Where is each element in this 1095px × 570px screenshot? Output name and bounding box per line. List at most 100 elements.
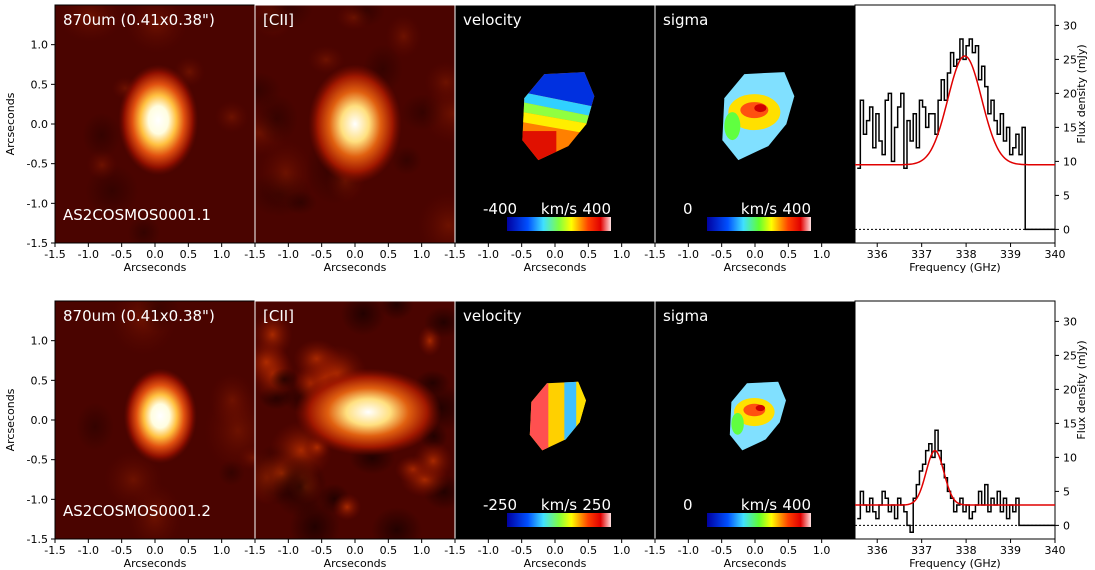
x-tick-label: 0.5 [780, 544, 798, 557]
noise-blob [285, 190, 317, 215]
noise-blob [137, 301, 179, 332]
y-tick-label: -1.0 [27, 197, 48, 210]
y-tick-label: 0.0 [31, 414, 49, 427]
x-tick-label: 339 [1000, 544, 1021, 557]
noise-blob [127, 215, 161, 243]
y-tick-label: 1.0 [31, 335, 49, 348]
noise-blob [379, 301, 414, 320]
colorbar-max-label: 400 [782, 496, 811, 514]
x-tick-label: -0.5 [111, 544, 132, 557]
y-tick-label: 0.5 [31, 78, 49, 91]
panel-image-velocity: -250 km/s 250 [455, 301, 655, 539]
x-tick-label: 0.5 [180, 544, 198, 557]
x-tick-label: 0.0 [746, 544, 764, 557]
noise-blob [57, 5, 123, 43]
y-tick-label: 0 [1063, 223, 1070, 236]
x-axis-label: Arcseconds [724, 261, 787, 274]
x-tick-label: 1.0 [613, 544, 631, 557]
gaussian-fit [855, 449, 1055, 506]
x-tick-label: 337 [911, 544, 932, 557]
x-axis-label: Frequency (GHz) [909, 261, 1000, 274]
colorbar [507, 217, 611, 231]
y-tick-label: -1.5 [27, 237, 48, 250]
colorbar [707, 217, 811, 231]
x-tick-label: 0.0 [146, 544, 164, 557]
x-tick-label: -0.5 [511, 544, 532, 557]
x-tick-label: -1.5 [44, 248, 65, 261]
map-region [755, 404, 766, 412]
x-tick-label: -1.5 [244, 544, 265, 557]
panel-image-sigma: 0 km/s 400 [655, 5, 855, 243]
y-tick-label: 20 [1063, 87, 1077, 100]
noise-blob [237, 445, 255, 471]
x-axis-label: Arcseconds [724, 557, 787, 570]
y-tick-label: 5 [1063, 189, 1070, 202]
colorbar [507, 513, 611, 527]
noise-blob [269, 368, 299, 391]
source-label: AS2COSMOS0001.2 [63, 502, 211, 520]
y-tick-label: 1.0 [31, 39, 49, 52]
y-tick-label: -0.5 [27, 158, 48, 171]
x-tick-label: -1.0 [278, 544, 299, 557]
panel-title: velocity [463, 307, 522, 325]
spectrum-plot [855, 38, 1055, 231]
colorbar-max-label: 400 [782, 200, 811, 218]
x-tick-label: -1.0 [478, 248, 499, 261]
source-label: AS2COSMOS0001.1 [63, 206, 211, 224]
kinematic-map [522, 72, 595, 161]
x-tick-label: 1.0 [813, 544, 831, 557]
y-tick-label: -0.5 [27, 454, 48, 467]
x-tick-label: -1.5 [444, 544, 465, 557]
y-tick-label: 10 [1063, 155, 1077, 168]
x-tick-label: -1.0 [78, 544, 99, 557]
x-tick-label: -0.5 [311, 544, 332, 557]
x-tick-label: -1.5 [444, 248, 465, 261]
colorbar-min-label: 0 [683, 200, 693, 218]
x-tick-label: 0.0 [146, 248, 164, 261]
x-tick-label: 0.0 [346, 544, 364, 557]
x-tick-label: 336 [867, 544, 888, 557]
map-region [576, 381, 586, 451]
y-tick-label: -1.0 [27, 493, 48, 506]
x-tick-label: 0.0 [746, 248, 764, 261]
map-region [529, 381, 549, 451]
y-axis-label: Flux density (mJy) [1075, 44, 1088, 143]
noise-blob [332, 493, 362, 521]
noise-blob [423, 306, 455, 338]
panel-title: sigma [663, 307, 708, 325]
y-tick-label: 0.5 [31, 374, 49, 387]
y-tick-label: 5 [1063, 485, 1070, 498]
colorbar-min-label: -400 [483, 200, 517, 218]
x-tick-label: 1.0 [413, 544, 431, 557]
x-axis-label: Arcseconds [524, 557, 587, 570]
colorbar-unit-label: km/s [541, 200, 577, 218]
y-tick-label: -1.5 [27, 533, 48, 546]
x-tick-label: 337 [911, 248, 932, 261]
noise-blob [335, 5, 372, 31]
y-tick-label: 25 [1063, 349, 1077, 362]
noise-blob [258, 139, 314, 207]
noise-blob [86, 149, 118, 181]
source-emission [118, 64, 199, 176]
x-tick-label: 0.5 [380, 248, 398, 261]
y-axis-label: Arcseconds [4, 388, 17, 451]
y-tick-label: 10 [1063, 451, 1077, 464]
x-tick-label: 1.0 [413, 248, 431, 261]
x-axis-label: Arcseconds [524, 261, 587, 274]
x-tick-label: 339 [1000, 248, 1021, 261]
y-tick-label: 20 [1063, 383, 1077, 396]
noise-blob [82, 112, 121, 158]
noise-blob [76, 402, 114, 451]
colorbar-max-label: 400 [582, 200, 611, 218]
y-axis-label: Flux density (mJy) [1075, 340, 1088, 439]
spectrum-plot [855, 429, 1055, 533]
noise-blob [385, 14, 422, 59]
x-axis-label: Arcseconds [124, 557, 187, 570]
panel-image-hot [255, 301, 455, 539]
y-axis-label: Arcseconds [4, 92, 17, 155]
panel-image-hot [55, 5, 255, 243]
x-tick-label: -1.0 [478, 544, 499, 557]
spectrum-data [857, 38, 1055, 231]
noise-blob [421, 82, 455, 145]
